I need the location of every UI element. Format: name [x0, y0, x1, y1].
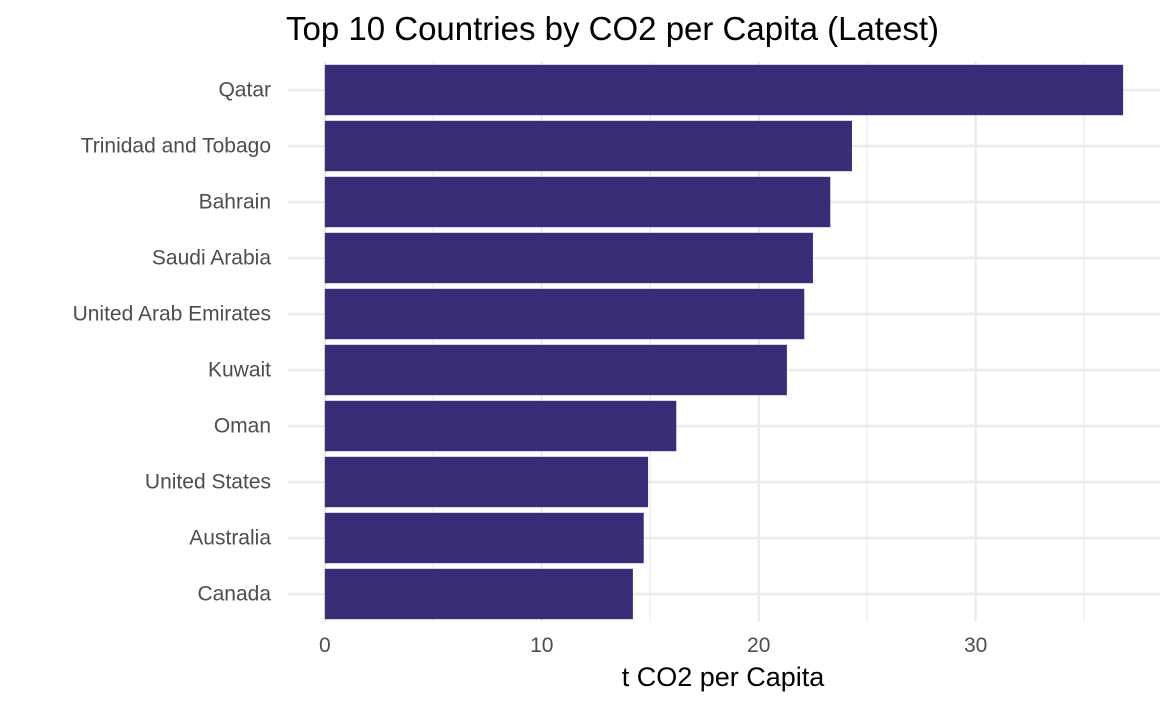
bar-qatar: [324, 64, 1124, 116]
bar-kuwait: [324, 344, 787, 396]
y-axis-tick-labels: Qatar Trinidad and Tobago Bahrain Saudi Ara…: [73, 79, 272, 606]
y-tick-label: Oman: [214, 415, 271, 438]
x-tick-label: 30: [964, 634, 987, 657]
bar-united-arab-emirates: [324, 288, 805, 340]
bar-united-states: [324, 456, 649, 508]
y-tick-label: Bahrain: [199, 191, 271, 214]
x-axis-title: t CO2 per Capita: [622, 662, 826, 692]
bars: [324, 64, 1124, 620]
y-tick-label: Australia: [189, 527, 271, 550]
y-tick-label: Saudi Arabia: [152, 247, 271, 270]
bar-bahrain: [324, 176, 831, 228]
y-tick-label: Canada: [197, 583, 271, 606]
x-tick-label: 20: [747, 634, 770, 657]
bar-trinidad-and-tobago: [324, 120, 852, 172]
x-tick-label: 0: [319, 634, 331, 657]
chart-title: Top 10 Countries by CO2 per Capita (Late…: [286, 10, 939, 47]
y-tick-label: Kuwait: [208, 359, 271, 382]
bar-canada: [324, 568, 633, 620]
y-tick-label: United Arab Emirates: [73, 303, 271, 326]
y-tick-label: Qatar: [218, 79, 271, 102]
x-tick-label: 10: [530, 634, 553, 657]
bar-oman: [324, 400, 677, 452]
bar-saudi-arabia: [324, 232, 813, 284]
x-axis-tick-labels: 0 10 20 30: [319, 634, 987, 657]
y-tick-label: Trinidad and Tobago: [81, 135, 271, 158]
y-tick-label: United States: [145, 471, 271, 494]
bar-australia: [324, 512, 644, 564]
